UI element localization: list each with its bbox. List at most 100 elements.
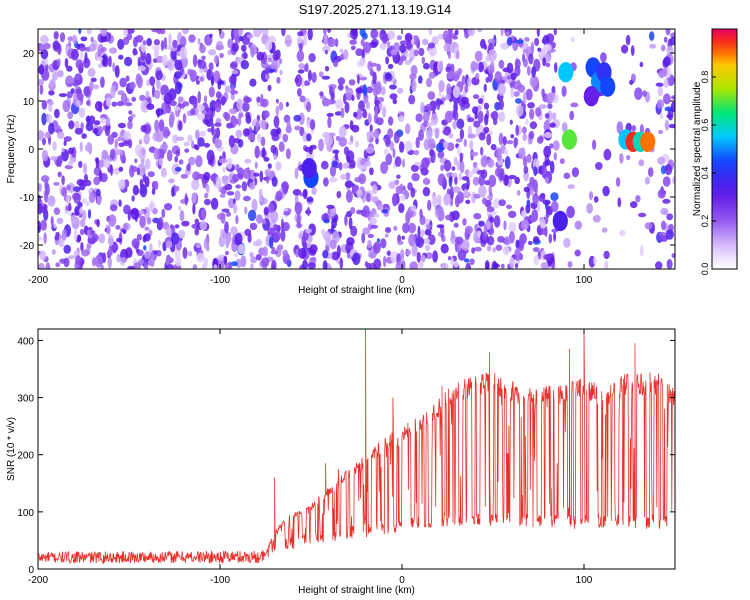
- spectrum-blob: [529, 216, 537, 223]
- spectrum-blob: [385, 138, 391, 145]
- spectrum-blob: [592, 139, 597, 150]
- spectrum-blob: [123, 222, 128, 231]
- spectrum-blob: [179, 210, 185, 222]
- spectrum-blob: [604, 260, 609, 269]
- spectrum-blob: [663, 66, 668, 78]
- spectrum-blob: [96, 125, 104, 135]
- spectrum-blob: [333, 60, 339, 68]
- spectrum-blob: [326, 112, 334, 117]
- y-tick-label: -20: [20, 241, 35, 252]
- spectrum-blob: [487, 245, 492, 252]
- spectrum-blob: [567, 184, 575, 190]
- spectrum-blob: [664, 164, 673, 176]
- spectrum-blob: [571, 36, 575, 43]
- spectrum-blob: [297, 88, 302, 97]
- spectrum-blob: [508, 210, 517, 219]
- spectrum-blob: [364, 161, 372, 167]
- spectrum-blob: [415, 113, 423, 123]
- spectrum-blob: [201, 209, 206, 219]
- spectrum-blob: [472, 176, 480, 186]
- spectrum-blob: [383, 148, 389, 156]
- spectrum-blob: [267, 227, 276, 236]
- spectrum-blob: [639, 244, 644, 257]
- spectrum-blob: [521, 210, 527, 219]
- spectrum-blob: [440, 164, 444, 172]
- spectrum-blob: [445, 214, 452, 221]
- spectrum-blob: [256, 96, 261, 103]
- spectrum-blob: [475, 72, 480, 80]
- spectrum-blob: [361, 32, 368, 40]
- spectrum-blob: [389, 141, 395, 151]
- spectrum-blob: [278, 141, 285, 152]
- spectrum-blob: [323, 177, 329, 187]
- spectrum-blob: [243, 51, 247, 60]
- spectrum-blob: [192, 264, 198, 269]
- spectrum-blob: [255, 253, 262, 261]
- spectrum-blob: [123, 204, 131, 215]
- spectrum-blob: [82, 163, 88, 175]
- spectrum-blob: [105, 116, 111, 127]
- spectrum-blob: [222, 175, 229, 186]
- spectrum-blob: [123, 131, 131, 141]
- spectrum-blob: [616, 121, 624, 134]
- spectrum-blob: [93, 120, 101, 126]
- spectrum-blob: [454, 29, 459, 36]
- spectrum-blob: [197, 112, 206, 121]
- spectrum-blob: [470, 151, 479, 157]
- spectrum-blob: [524, 37, 530, 42]
- spectrum-blob: [215, 44, 224, 51]
- spectrum-blob: [265, 73, 270, 80]
- spectrum-blob: [197, 59, 207, 70]
- spectrum-blob: [660, 165, 667, 175]
- spectrum-blob: [547, 110, 553, 123]
- colorbar-tick-label: 0.2: [700, 215, 710, 228]
- spectrum-blob: [235, 129, 243, 138]
- spectrum-blob: [196, 253, 205, 263]
- spectrum-blob: [160, 40, 164, 51]
- x-tick-label: -200: [28, 275, 48, 286]
- spectrum-blob: [663, 56, 671, 67]
- spectrum-blob: [510, 134, 514, 139]
- spectrum-blob: [153, 180, 159, 190]
- spectrum-blob: [404, 32, 413, 42]
- spectrum-blob: [538, 194, 546, 203]
- spectrum-blob: [45, 262, 51, 269]
- spectrum-blob: [109, 204, 118, 212]
- spectrum-blob: [299, 192, 304, 197]
- spectrum-blob: [527, 240, 533, 246]
- spectrum-blob: [116, 253, 121, 263]
- spectrum-blob: [61, 187, 68, 197]
- spectrum-blob: [196, 104, 205, 112]
- spectrum-blob: [404, 140, 413, 152]
- spectrum-blob: [63, 140, 67, 147]
- spectrum-blob: [180, 173, 189, 179]
- spectrum-blob: [659, 234, 664, 241]
- spectrum-blob: [528, 130, 535, 140]
- spectrum-blob: [89, 230, 96, 236]
- spectrum-blob: [131, 96, 137, 102]
- spectrum-blob: [146, 38, 153, 47]
- spectrum-blob: [338, 162, 343, 171]
- spectrum-blob: [424, 244, 431, 251]
- spectrum-blob: [574, 249, 581, 257]
- spectrum-blob: [380, 238, 387, 249]
- spectrum-blob: [426, 77, 432, 88]
- spectrum-blob: [234, 232, 243, 246]
- spectrum-blob: [544, 113, 550, 119]
- spectrum-blob: [522, 155, 528, 168]
- spectrum-blob: [432, 195, 438, 208]
- spectrum-blob: [671, 95, 675, 100]
- spectrum-blob: [243, 96, 252, 103]
- spectrum-blob: [498, 99, 504, 111]
- spectrum-blob: [548, 233, 553, 244]
- spectrum-blob: [79, 45, 87, 52]
- spectrum-blob: [148, 258, 155, 267]
- spectrum-blob: [242, 167, 252, 180]
- spectrum-blob: [327, 29, 332, 34]
- spectrum-blob: [638, 212, 647, 218]
- spectrum-blob: [156, 108, 161, 118]
- spectrum-blob: [101, 149, 109, 160]
- spectrum-blob: [657, 189, 666, 199]
- spectrum-blob: [384, 72, 392, 80]
